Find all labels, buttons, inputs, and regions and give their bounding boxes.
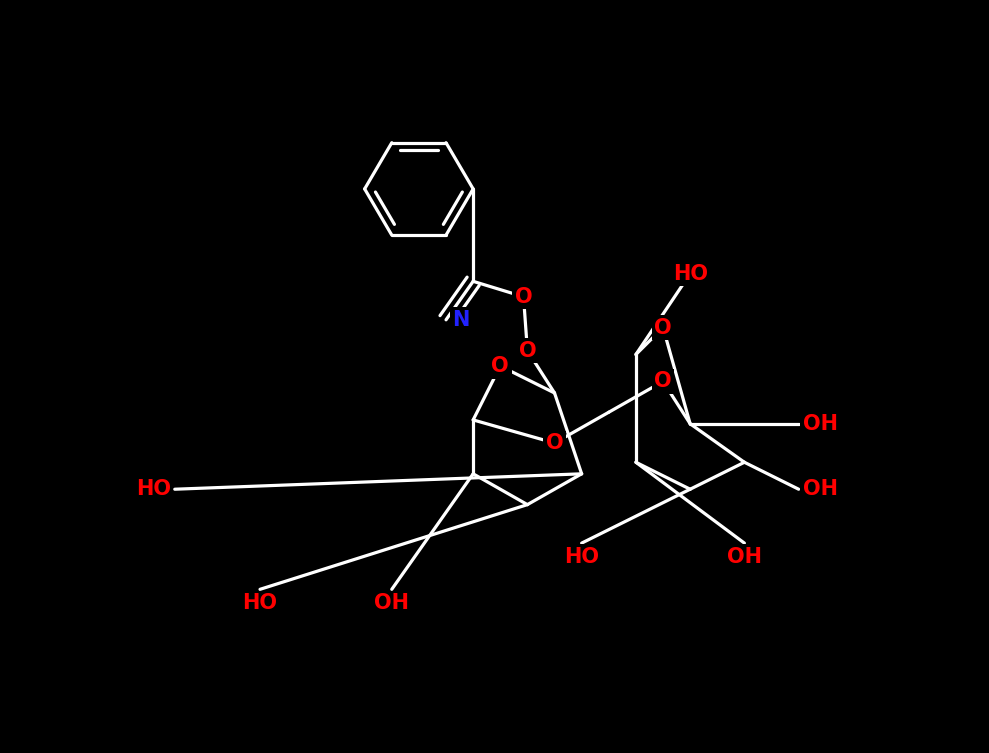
Text: OH: OH <box>374 593 409 613</box>
Text: O: O <box>514 287 532 306</box>
Text: HO: HO <box>242 593 278 613</box>
Text: OH: OH <box>802 413 838 434</box>
Text: O: O <box>546 433 564 453</box>
Text: OH: OH <box>727 547 762 567</box>
Text: O: O <box>654 371 672 392</box>
Text: HO: HO <box>564 547 599 567</box>
Text: O: O <box>518 340 536 361</box>
Text: OH: OH <box>802 479 838 499</box>
Text: HO: HO <box>135 479 171 499</box>
Text: O: O <box>492 356 509 376</box>
Text: O: O <box>654 318 672 337</box>
Text: HO: HO <box>673 264 708 284</box>
Text: N: N <box>452 309 470 330</box>
